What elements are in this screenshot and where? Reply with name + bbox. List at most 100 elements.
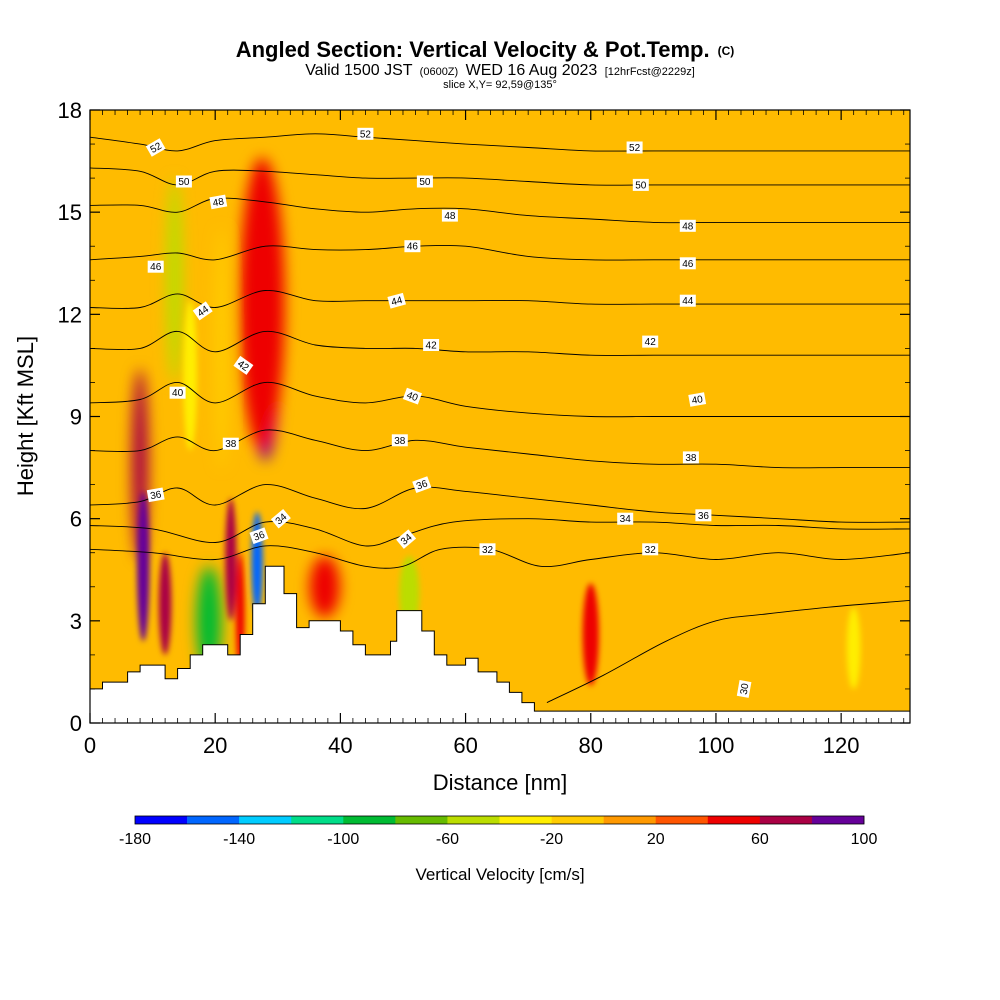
contour-label-38: 38 (391, 434, 408, 447)
y-tick-label: 15 (58, 200, 82, 225)
x-tick-label: 100 (698, 733, 735, 758)
x-tick-label: 20 (203, 733, 227, 758)
contour-label-36: 36 (412, 476, 432, 493)
colorbar-swatch (135, 816, 188, 824)
y-tick-label: 3 (70, 609, 82, 634)
svg-text:38: 38 (685, 453, 697, 464)
colorbar-tick-label: -60 (436, 831, 459, 848)
contour-label-36: 36 (146, 487, 165, 502)
colorbar: -180 -140 -100 -60 -20 20 60 100 (119, 815, 878, 848)
velocity-cell-10 (183, 300, 198, 451)
svg-text:38: 38 (394, 436, 406, 447)
colorbar-swatch (447, 816, 500, 824)
plot-area: 52 52 52 50 50 50 48 48 48 46 46 46 44 44 44 42 42 42 40 40… (89, 109, 911, 724)
colorbar-swatch (499, 816, 552, 824)
svg-text:36: 36 (698, 511, 710, 522)
theta-contour-44 (90, 290, 910, 309)
svg-text:50: 50 (635, 180, 647, 191)
x-tick-label: 40 (328, 733, 352, 758)
colorbar-swatch (343, 816, 396, 824)
x-tick-label: 60 (453, 733, 477, 758)
contour-label-32: 32 (642, 543, 659, 556)
colorbar-swatch (811, 816, 865, 824)
contour-label-44: 44 (387, 292, 406, 309)
colorbar-tick-label: -140 (223, 831, 255, 848)
contour-label-46: 46 (404, 240, 421, 253)
colorbar-tick-label: -20 (540, 831, 563, 848)
x-tick-label: 120 (823, 733, 860, 758)
y-tick-label: 9 (70, 405, 82, 430)
theta-contour-30 (546, 599, 910, 704)
theta-contours (90, 133, 910, 704)
svg-text:30: 30 (739, 682, 752, 695)
svg-text:36: 36 (149, 489, 162, 502)
svg-text:42: 42 (645, 337, 657, 348)
svg-text:32: 32 (482, 545, 494, 556)
svg-text:40: 40 (691, 394, 704, 407)
colorbar-tick-label: 20 (647, 831, 665, 848)
velocity-cell-6 (225, 498, 237, 621)
velocity-cell-11 (214, 229, 229, 468)
contour-label-46: 46 (147, 260, 164, 273)
contour-label-36: 36 (249, 527, 269, 545)
terrain-mask (90, 565, 910, 723)
contour-label-46: 46 (679, 257, 696, 270)
colorbar-swatch (707, 816, 761, 824)
velocity-cell-5 (309, 556, 340, 618)
contour-label-32: 32 (479, 543, 496, 556)
colorbar-swatch (759, 816, 813, 824)
x-axis-label: Distance [nm] (433, 770, 568, 795)
contour-label-40: 40 (688, 392, 707, 407)
colorbar-tick-label: 60 (751, 831, 769, 848)
contour-label-52: 52 (626, 141, 643, 154)
contour-label-42: 42 (642, 335, 659, 348)
svg-text:46: 46 (150, 262, 162, 273)
y-tick-label: 12 (58, 302, 82, 327)
contour-label-40: 40 (169, 386, 186, 399)
velocity-cell-15 (846, 607, 861, 689)
contour-label-48: 48 (209, 194, 228, 209)
theta-contour-46 (90, 244, 910, 261)
theta-contour-34 (90, 518, 910, 547)
x-tick-label: 80 (579, 733, 603, 758)
svg-text:40: 40 (172, 388, 184, 399)
contour-label-42: 42 (233, 355, 254, 375)
contour-label-52: 52 (357, 127, 374, 140)
velocity-cell-3 (136, 491, 150, 642)
svg-text:36: 36 (415, 478, 430, 492)
velocity-cell-9 (166, 178, 183, 383)
contour-label-50: 50 (416, 175, 433, 188)
svg-text:46: 46 (407, 242, 419, 253)
colorbar-swatch (187, 816, 240, 824)
svg-text:44: 44 (390, 295, 404, 309)
svg-text:34: 34 (620, 514, 632, 525)
contour-label-50: 50 (632, 178, 649, 191)
theta-contour-48 (90, 197, 910, 224)
velocity-cell-7 (582, 583, 599, 686)
svg-text:52: 52 (360, 129, 372, 140)
colorbar-tick-label: -180 (119, 831, 151, 848)
svg-text:40: 40 (405, 390, 420, 404)
colorbar-frame (134, 815, 865, 825)
contour-label-38: 38 (682, 451, 699, 464)
contour-label-44: 44 (679, 294, 696, 307)
theta-contour-32 (90, 545, 910, 569)
velocity-cell-1 (239, 157, 285, 451)
theta-contour-38 (90, 429, 910, 469)
contour-label-44: 44 (192, 301, 213, 321)
contour-label-36: 36 (695, 509, 712, 522)
contour-label-52: 52 (145, 138, 166, 157)
svg-text:52: 52 (629, 143, 641, 154)
velocity-cell-13 (251, 511, 263, 615)
svg-text:42: 42 (426, 341, 438, 352)
colorbar-tick-label: 100 (851, 831, 878, 848)
contour-label-38: 38 (222, 437, 239, 450)
svg-text:38: 38 (225, 439, 237, 450)
svg-text:36: 36 (252, 529, 267, 543)
svg-text:50: 50 (419, 177, 431, 188)
svg-text:48: 48 (444, 211, 456, 222)
x-tick-label: 0 (84, 733, 96, 758)
colorbar-swatch (291, 816, 344, 824)
colorbar-swatch (239, 816, 292, 824)
